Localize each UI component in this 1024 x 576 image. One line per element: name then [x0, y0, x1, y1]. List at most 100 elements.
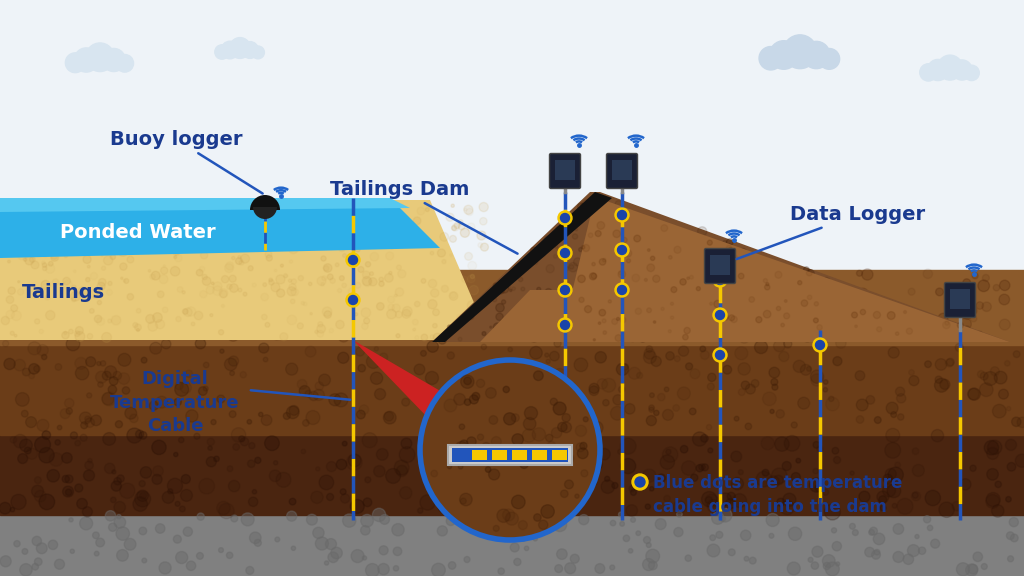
Circle shape	[825, 397, 840, 411]
Circle shape	[229, 284, 239, 293]
Circle shape	[118, 373, 130, 384]
Circle shape	[165, 226, 167, 228]
Circle shape	[33, 214, 36, 217]
Circle shape	[67, 304, 72, 309]
Polygon shape	[480, 290, 580, 342]
Circle shape	[444, 399, 457, 412]
Circle shape	[558, 283, 572, 297]
Circle shape	[757, 327, 764, 334]
Circle shape	[823, 380, 828, 384]
Circle shape	[81, 422, 88, 429]
Circle shape	[561, 464, 569, 471]
Circle shape	[311, 491, 323, 503]
Circle shape	[643, 559, 654, 571]
Circle shape	[396, 465, 408, 476]
Circle shape	[377, 449, 388, 460]
Circle shape	[655, 518, 666, 529]
Circle shape	[653, 321, 655, 323]
Circle shape	[13, 247, 22, 255]
Circle shape	[449, 326, 453, 331]
Circle shape	[823, 388, 827, 392]
Circle shape	[574, 494, 580, 498]
Circle shape	[121, 288, 125, 293]
Circle shape	[444, 458, 455, 468]
Circle shape	[349, 201, 355, 207]
Circle shape	[624, 293, 632, 301]
Circle shape	[196, 339, 206, 349]
Circle shape	[371, 372, 383, 384]
Circle shape	[370, 252, 379, 261]
Circle shape	[558, 211, 572, 225]
Circle shape	[252, 309, 261, 318]
Circle shape	[248, 460, 255, 468]
Circle shape	[595, 564, 605, 574]
Circle shape	[338, 331, 349, 342]
Circle shape	[101, 254, 103, 256]
Circle shape	[567, 401, 575, 410]
Circle shape	[181, 210, 186, 215]
Circle shape	[348, 295, 357, 305]
Circle shape	[716, 532, 723, 539]
Circle shape	[249, 497, 258, 506]
Circle shape	[929, 321, 934, 327]
Circle shape	[512, 327, 519, 335]
Circle shape	[886, 402, 898, 414]
Circle shape	[343, 253, 346, 257]
Circle shape	[721, 303, 727, 309]
Circle shape	[464, 377, 471, 385]
Circle shape	[838, 321, 847, 329]
Circle shape	[357, 238, 361, 242]
Circle shape	[634, 305, 643, 314]
Circle shape	[88, 458, 92, 463]
Circle shape	[557, 300, 562, 304]
Circle shape	[432, 563, 445, 576]
Circle shape	[698, 464, 706, 470]
Circle shape	[197, 270, 203, 276]
Circle shape	[102, 433, 116, 445]
Circle shape	[557, 299, 562, 304]
Circle shape	[19, 564, 32, 576]
Circle shape	[11, 294, 18, 301]
Circle shape	[194, 226, 197, 229]
Circle shape	[182, 291, 185, 294]
Circle shape	[71, 291, 80, 301]
Circle shape	[145, 314, 155, 323]
Circle shape	[71, 432, 78, 439]
Circle shape	[122, 216, 129, 222]
Circle shape	[598, 235, 603, 240]
Circle shape	[877, 327, 882, 332]
Circle shape	[935, 376, 942, 383]
Circle shape	[548, 238, 555, 245]
Circle shape	[67, 408, 73, 414]
Circle shape	[856, 270, 862, 276]
Circle shape	[430, 335, 434, 339]
Circle shape	[433, 309, 439, 316]
Circle shape	[97, 301, 101, 305]
Circle shape	[159, 275, 168, 283]
Circle shape	[802, 285, 811, 294]
Circle shape	[889, 309, 899, 319]
Circle shape	[682, 461, 696, 475]
Circle shape	[373, 508, 386, 521]
Circle shape	[220, 239, 230, 249]
Circle shape	[14, 334, 17, 337]
Circle shape	[180, 490, 193, 501]
Circle shape	[321, 211, 325, 216]
Circle shape	[183, 236, 185, 239]
Circle shape	[829, 290, 831, 293]
Circle shape	[124, 279, 129, 283]
Circle shape	[464, 556, 470, 563]
Circle shape	[945, 321, 949, 325]
Circle shape	[716, 351, 725, 359]
Circle shape	[873, 533, 885, 545]
Circle shape	[201, 252, 208, 259]
Circle shape	[261, 314, 267, 320]
Circle shape	[689, 301, 693, 305]
Circle shape	[564, 288, 570, 295]
Circle shape	[71, 245, 80, 253]
Circle shape	[104, 463, 115, 473]
Circle shape	[75, 484, 83, 492]
Circle shape	[236, 257, 243, 264]
Circle shape	[35, 558, 42, 566]
Wedge shape	[250, 195, 280, 210]
